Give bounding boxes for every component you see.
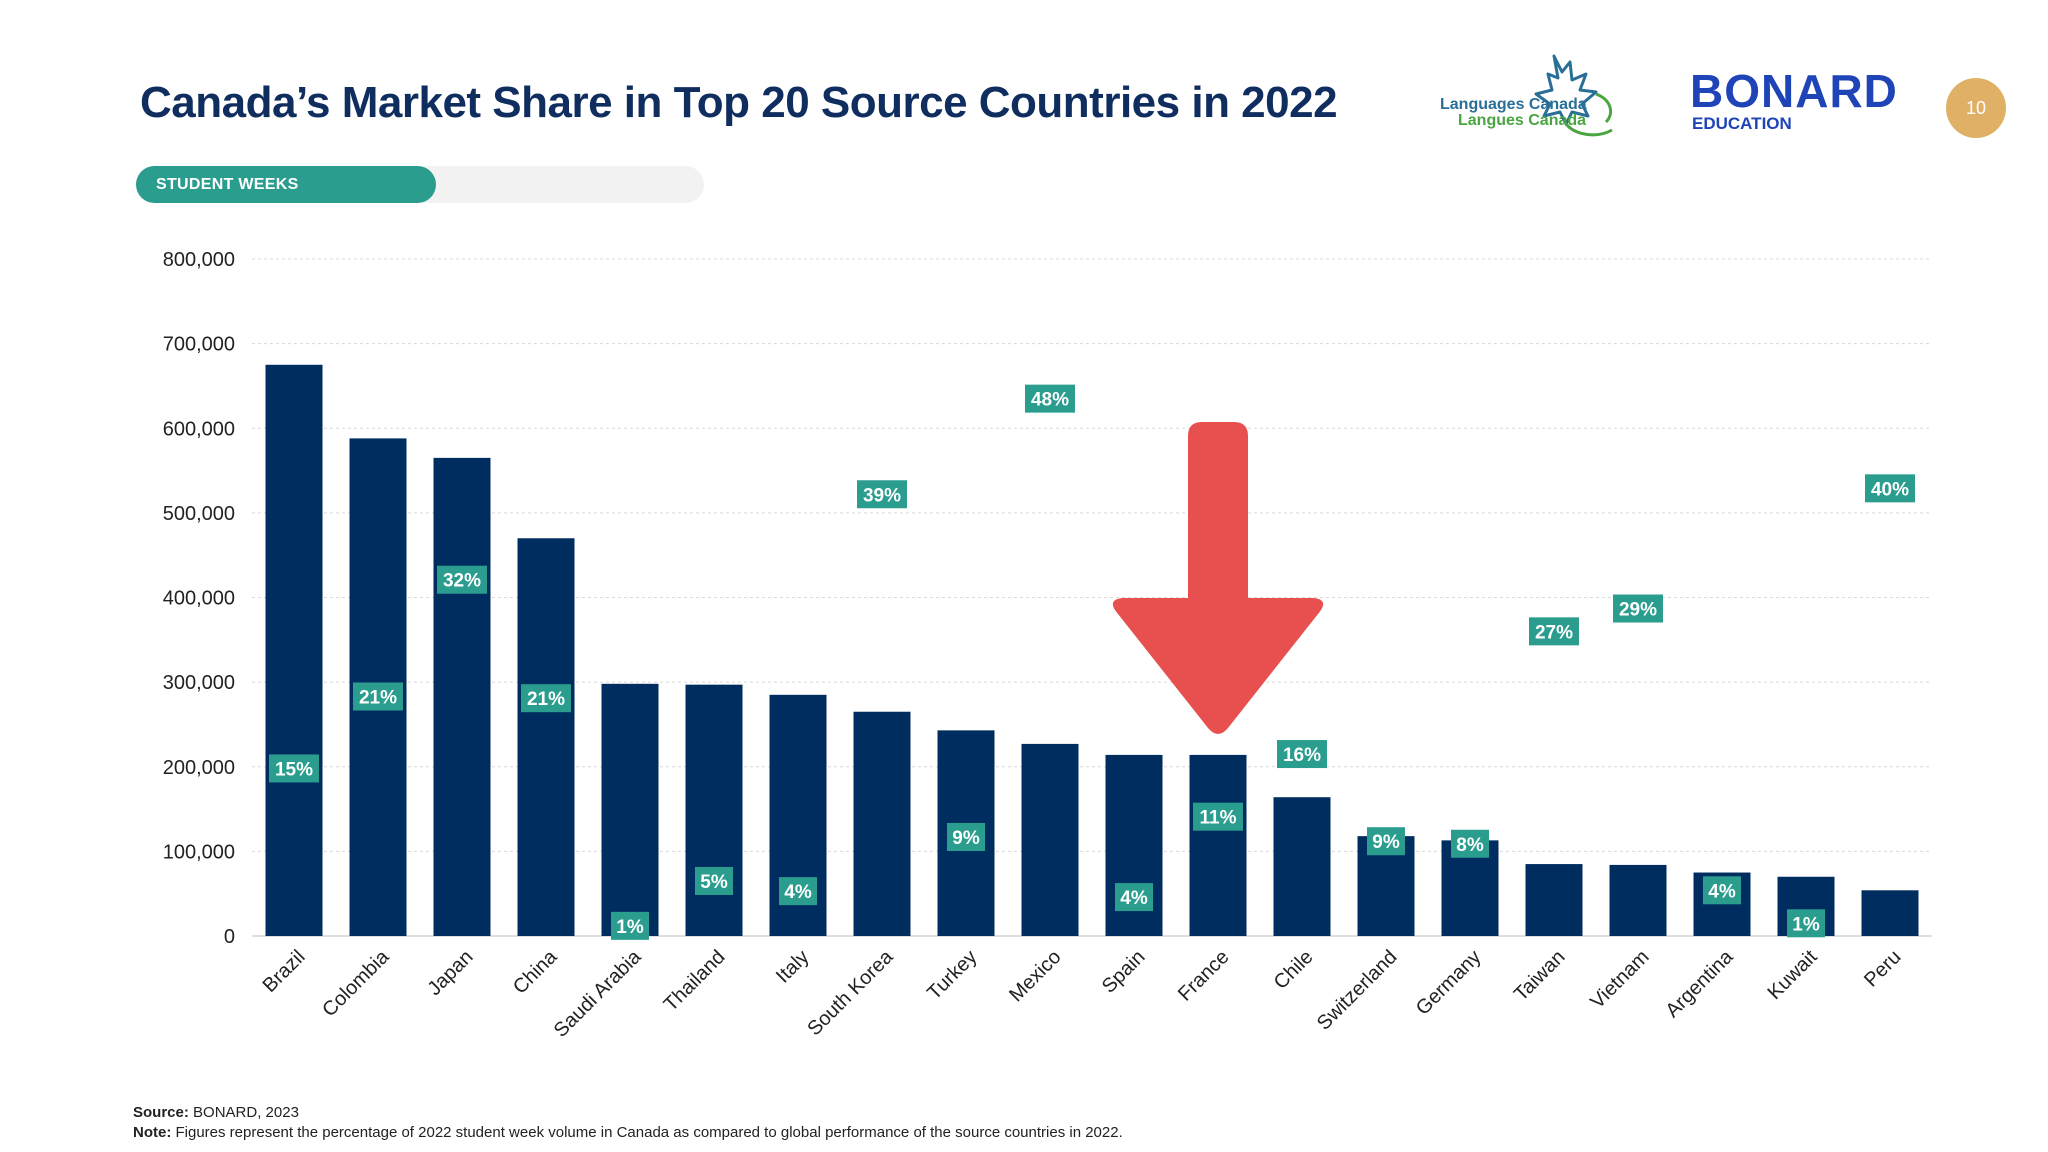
- x-tick-label: Argentina: [1661, 945, 1738, 1022]
- market-share-label: 40%: [1871, 479, 1909, 500]
- market-share-label: 1%: [616, 917, 644, 938]
- x-tick-label: Chile: [1270, 946, 1318, 994]
- bar-south-korea: [853, 711, 911, 936]
- page-title: Canada’s Market Share in Top 20 Source C…: [140, 78, 1338, 127]
- bar-peru: [1861, 890, 1919, 936]
- bar-france: [1189, 754, 1247, 936]
- bar-china: [517, 538, 575, 936]
- market-share-label: 4%: [1120, 888, 1148, 909]
- source-label: Source:: [133, 1104, 189, 1121]
- x-tick-label: China: [509, 945, 562, 998]
- source-note: Source: BONARD, 2023: [133, 1104, 299, 1121]
- market-share-label: 21%: [359, 688, 397, 709]
- x-tick-label: Japan: [423, 946, 477, 1000]
- market-share-label: 5%: [700, 872, 728, 893]
- market-share-label: 1%: [1792, 914, 1820, 935]
- market-share-label: 16%: [1283, 745, 1321, 766]
- figure-note: Note: Figures represent the percentage o…: [133, 1124, 1123, 1141]
- bar-chile: [1273, 797, 1331, 936]
- y-tick-label: 400,000: [163, 588, 235, 610]
- market-share-label-bg: [611, 911, 649, 940]
- bonard-logo-subtitle: EDUCATION: [1692, 114, 1792, 133]
- x-tick-label: Switzerland: [1313, 946, 1402, 1035]
- y-tick-label: 500,000: [163, 503, 235, 525]
- page-number-badge: 10: [1946, 78, 2006, 138]
- market-share-label: 39%: [863, 485, 901, 506]
- market-share-label-bg: [353, 682, 403, 711]
- x-tick-label: Brazil: [259, 946, 310, 997]
- market-share-label-bg: [947, 822, 985, 851]
- x-tick-label: Peru: [1860, 946, 1905, 991]
- market-share-label-bg: [269, 754, 319, 783]
- market-share-label-bg: [1451, 829, 1489, 858]
- market-share-label-bg: [1787, 909, 1825, 938]
- y-tick-label: 800,000: [163, 249, 235, 271]
- x-tick-label: Saudi Arabia: [550, 945, 646, 1041]
- bar-brazil: [265, 364, 323, 936]
- y-tick-label: 300,000: [163, 672, 235, 694]
- y-tick-label: 200,000: [163, 757, 235, 779]
- bar-taiwan: [1525, 864, 1583, 936]
- y-tick-label: 600,000: [163, 418, 235, 440]
- bar-saudi-arabia: [601, 683, 659, 936]
- market-share-label-bg: [1703, 876, 1741, 905]
- x-tick-label: Taiwan: [1510, 946, 1570, 1006]
- tab-student-weeks[interactable]: STUDENT WEEKS: [136, 166, 436, 203]
- market-share-label: 32%: [443, 571, 481, 592]
- x-tick-label: South Korea: [803, 945, 898, 1040]
- x-tick-label: Thailand: [660, 946, 730, 1016]
- langues-canada-logo-text: Langues Canada: [1458, 112, 1587, 129]
- bar-mexico: [1021, 743, 1079, 936]
- market-share-label-bg: [857, 480, 907, 509]
- bar-japan: [433, 457, 491, 936]
- y-tick-label: 700,000: [163, 334, 235, 356]
- market-share-label-bg: [437, 565, 487, 594]
- market-share-label: 9%: [1372, 832, 1400, 853]
- market-share-label-bg: [1115, 883, 1153, 912]
- languages-canada-logo-text: Languages Canada: [1440, 96, 1587, 113]
- market-share-label: 11%: [1200, 808, 1237, 829]
- x-tick-label: Italy: [772, 946, 813, 987]
- market-share-label-bg: [1277, 740, 1327, 769]
- x-tick-label: Kuwait: [1764, 946, 1822, 1004]
- market-share-label: 9%: [952, 828, 980, 849]
- market-share-label-bg: [1193, 802, 1243, 831]
- market-share-label: 8%: [1456, 835, 1484, 856]
- x-tick-label: Mexico: [1005, 946, 1065, 1006]
- market-share-label-bg: [1367, 827, 1405, 856]
- maple-leaf-logo-icon: [1534, 54, 1613, 137]
- market-share-label-bg: [1865, 474, 1915, 503]
- bar-vietnam: [1609, 864, 1667, 936]
- x-tick-label: Spain: [1098, 946, 1150, 998]
- bar-thailand: [685, 684, 743, 936]
- y-tick-label: 100,000: [163, 841, 235, 863]
- market-share-label: 27%: [1535, 622, 1573, 643]
- market-share-label: 15%: [275, 759, 313, 780]
- x-tick-label: Germany: [1412, 946, 1486, 1020]
- down-arrow-icon: [1112, 422, 1324, 734]
- market-share-label-bg: [521, 684, 571, 713]
- x-tick-label: Vietnam: [1586, 946, 1653, 1013]
- market-share-label: 4%: [784, 882, 812, 903]
- market-share-label-bg: [1025, 384, 1075, 413]
- bonard-logo: BONARD: [1690, 65, 1898, 117]
- note-text: Figures represent the percentage of 2022…: [171, 1124, 1123, 1141]
- market-share-label-bg: [1529, 617, 1579, 646]
- market-share-label: 29%: [1619, 600, 1657, 621]
- market-share-label: 48%: [1031, 390, 1069, 411]
- y-tick-label: 0: [224, 926, 235, 948]
- market-share-label-bg: [1613, 594, 1663, 623]
- x-tick-label: France: [1174, 946, 1234, 1006]
- market-share-label-bg: [779, 877, 817, 906]
- market-share-label: 4%: [1708, 881, 1736, 902]
- note-label: Note:: [133, 1124, 172, 1141]
- x-tick-label: Turkey: [923, 946, 981, 1004]
- x-tick-label: Colombia: [318, 945, 394, 1021]
- market-share-label: 21%: [527, 689, 565, 710]
- market-share-label-bg: [695, 866, 733, 895]
- source-text: BONARD, 2023: [188, 1104, 299, 1121]
